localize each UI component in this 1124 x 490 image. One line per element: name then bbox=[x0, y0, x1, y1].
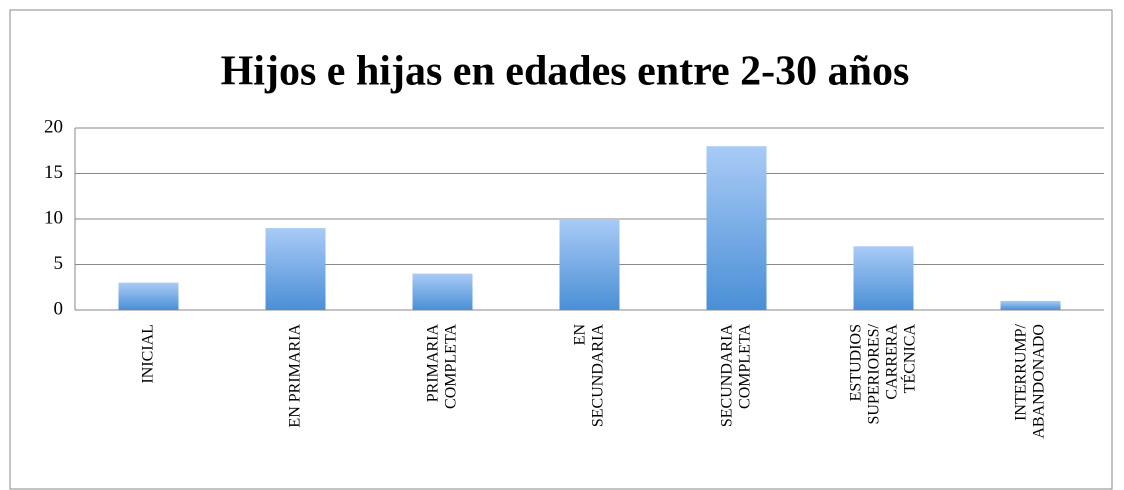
y-tick-label: 20 bbox=[44, 116, 63, 137]
x-tick-label: PRIMARIACOMPLETA bbox=[424, 324, 459, 409]
bar bbox=[265, 228, 326, 310]
y-tick-label: 15 bbox=[44, 162, 63, 183]
y-tick-label: 0 bbox=[54, 298, 64, 319]
x-tick-label: INTERRUMP/ABANDONADO bbox=[1012, 323, 1047, 438]
bar bbox=[118, 282, 179, 310]
bar bbox=[412, 273, 473, 310]
y-tick-label: 10 bbox=[44, 207, 63, 228]
y-tick-label: 5 bbox=[54, 253, 64, 274]
bar bbox=[559, 219, 620, 310]
x-tick-label: SECUNDARIACOMPLETA bbox=[718, 324, 753, 428]
bar bbox=[1000, 300, 1061, 310]
x-tick-label: INICIAL bbox=[139, 324, 156, 384]
x-tick-label: ENSECUNDARIA bbox=[571, 324, 606, 428]
bar bbox=[853, 246, 914, 310]
x-tick-label: ESTUDIOSSUPERIORES/CARRERATÉCNICA bbox=[847, 323, 918, 424]
x-tick-label: EN PRIMARIA bbox=[286, 324, 303, 428]
bar bbox=[706, 146, 767, 310]
chart-title: Hijos e hijas en edades entre 2-30 años bbox=[221, 49, 910, 95]
